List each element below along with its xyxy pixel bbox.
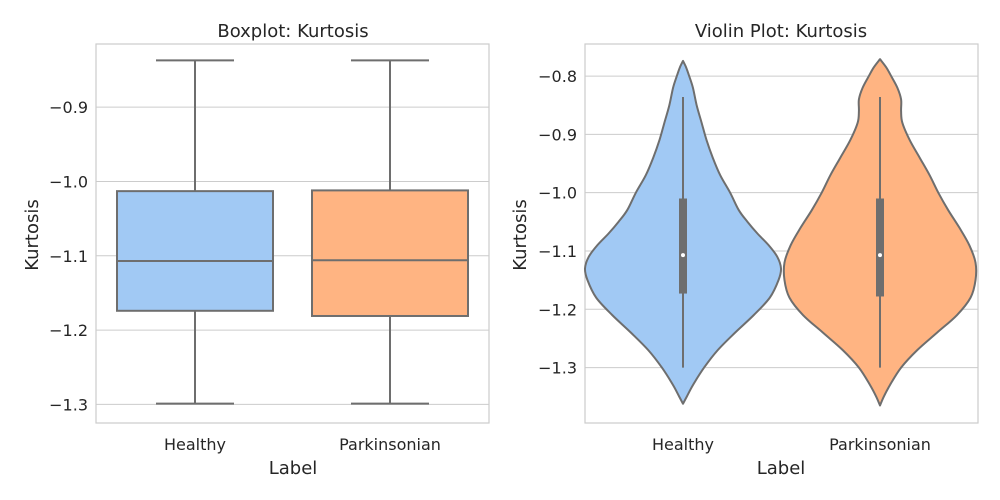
y-tick-label: −1.2 — [49, 321, 88, 340]
x-tick-label: Parkinsonian — [339, 435, 441, 454]
boxplot-panel: Boxplot: Kurtosis Label Kurtosis −1.3 −1.… — [22, 21, 490, 479]
violin-median-dot — [681, 253, 685, 258]
x-tick-label: Healthy — [652, 435, 714, 454]
y-tick-label: −1.2 — [538, 300, 577, 319]
y-tick-label: −0.9 — [49, 98, 88, 117]
violin-title: Violin Plot: Kurtosis — [695, 21, 867, 42]
plot-frame — [584, 43, 979, 424]
violin-panel: Violin Plot: Kurtosis Label Kurtosis −1.… — [510, 21, 979, 479]
violin-iqr-box — [679, 198, 687, 294]
x-tick-label: Parkinsonian — [829, 435, 931, 454]
y-tick-label: −1.3 — [538, 359, 577, 378]
y-tick-label: −1.1 — [538, 242, 577, 261]
violin-median-dot — [878, 253, 882, 258]
boxplot-y-label: Kurtosis — [22, 199, 43, 271]
boxplot-title: Boxplot: Kurtosis — [217, 21, 368, 42]
boxplot-x-label: Label — [269, 458, 318, 479]
box-healthy — [116, 190, 274, 312]
y-tick-label: −1.3 — [49, 395, 88, 414]
violin-x-label: Label — [757, 458, 806, 479]
box-parkinsonian — [311, 189, 469, 317]
y-tick-label: −1.1 — [49, 247, 88, 266]
y-tick-label: −0.8 — [538, 67, 577, 86]
violin-iqr-box — [876, 198, 884, 297]
y-tick-label: −0.9 — [538, 125, 577, 144]
y-tick-label: −1.0 — [538, 184, 577, 203]
x-tick-label: Healthy — [164, 435, 226, 454]
plot-frame — [95, 43, 490, 424]
violin-y-label: Kurtosis — [510, 199, 531, 271]
y-tick-label: −1.0 — [49, 172, 88, 191]
